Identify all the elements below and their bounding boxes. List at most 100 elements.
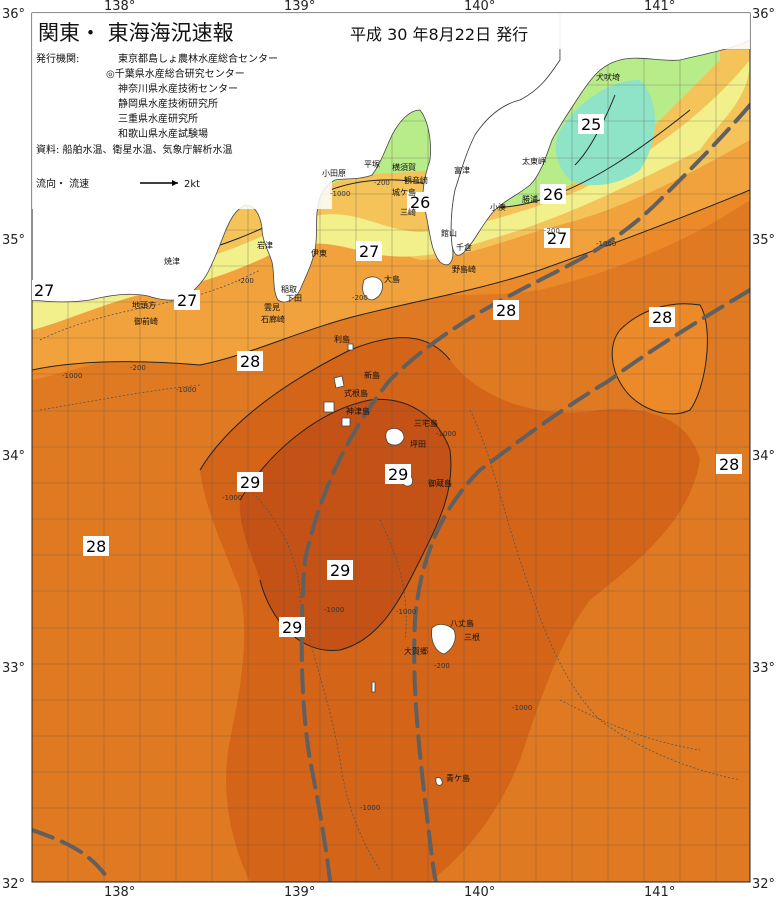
place-inatori: 稲取	[281, 284, 297, 294]
isotherm-label-28-far-east: 28	[719, 455, 739, 474]
depth-label-10: -1000	[176, 386, 196, 394]
lon-tick-138: 138°	[104, 0, 135, 14]
issuer-line-1: 東京都島しょ農林水産総合センター	[118, 52, 278, 65]
lat-tick-32: 32°	[2, 877, 25, 892]
place-kannonzaki: 観音崎	[404, 175, 428, 185]
place-toshima: 利島	[334, 334, 350, 344]
issuer-box	[32, 49, 332, 209]
lat-tick-36-right: 36°	[752, 7, 775, 22]
depth-label-4: -200	[352, 294, 368, 302]
place-katsuura: 勝浦	[522, 194, 538, 204]
isotherm-label-25: 25	[581, 115, 601, 134]
place-jitogata: 地頭方	[132, 300, 156, 310]
depth-label-11: -1000	[436, 430, 456, 438]
lat-tick-34-right: 34°	[752, 449, 775, 464]
place-shimoda: 下田	[286, 294, 302, 303]
isotherm-label-27-west: 27	[34, 281, 54, 300]
place-odawara: 小田原	[322, 169, 346, 178]
isotherm-label-27-sagami: 27	[359, 242, 379, 261]
lon-tick-140: 140°	[464, 0, 495, 14]
place-irozaki: 石廊崎	[261, 314, 285, 324]
place-okago: 大賀郷	[404, 646, 428, 656]
depth-label-9: -1000	[62, 372, 82, 380]
lat-tick-35-right: 35°	[752, 233, 775, 248]
lon-tick-139-bottom: 139°	[284, 885, 315, 900]
depth-label-16: -1000	[360, 804, 380, 812]
sea-29-core-band	[239, 399, 451, 651]
isotherm-label-28-north: 28	[496, 301, 516, 320]
lon-tick-138-bottom: 138°	[104, 885, 135, 900]
place-futtsu: 富津	[454, 165, 470, 175]
depth-label-7: -1000	[330, 190, 350, 198]
place-taitomisaki: 太東岬	[522, 156, 546, 166]
depth-label-8: -1000	[596, 240, 616, 248]
depth-label-12: -1000	[222, 494, 242, 502]
isotherm-label-26-east: 26	[543, 185, 563, 204]
place-labels: 犬吠埼 太東岬 勝浦 小湊 千倉 館山 野島崎 富津 観音崎 城ケ島 三崎 横須…	[132, 72, 620, 783]
issue-date: 平成 30 年8月22日 発行	[350, 25, 528, 44]
place-misaki: 三崎	[400, 207, 416, 217]
header-box	[32, 13, 750, 49]
depth-label-13: -1000	[324, 606, 344, 614]
kuroshio-current-axis	[32, 103, 750, 882]
isotherm-label-28-west: 28	[240, 352, 260, 371]
place-yaizu: 焼津	[164, 256, 180, 266]
place-omaezaki: 御前崎	[134, 316, 158, 326]
place-inubosaki: 犬吠埼	[596, 72, 620, 82]
current-legend-speed: 2kt	[184, 179, 200, 190]
niijima-island	[333, 375, 345, 389]
lat-tick-33: 33°	[2, 661, 25, 676]
isotherm-label-27-boso: 27	[547, 229, 567, 248]
lat-tick-32-right: 32°	[752, 877, 775, 892]
isotherm-label-29-southwest: 29	[282, 618, 302, 637]
depth-labels: -200 -200 -200 -200 -200 -200 -1000 -100…	[62, 179, 616, 812]
place-tsubota: 坪田	[410, 440, 426, 449]
place-tateyama: 館山	[441, 228, 457, 238]
lon-tick-139: 139°	[284, 0, 315, 14]
depth-label-2: -200	[544, 227, 560, 235]
isotherm-label-28-east: 28	[652, 308, 672, 327]
depth-label-1: -200	[374, 179, 390, 187]
lat-tick-36: 36°	[2, 7, 25, 22]
place-yokosuka: 横須賀	[392, 162, 416, 172]
place-kozushima: 神津島	[346, 406, 370, 416]
place-mitsune: 三根	[464, 632, 480, 642]
data-sources: 資料: 船舶水温、衛星水温、気象庁解析水温	[36, 143, 233, 156]
aogashima-island	[435, 777, 443, 786]
place-ito: 伊東	[311, 248, 327, 258]
issuer-label: 発行機関:	[36, 52, 79, 65]
isotherm-label-26-west: 26	[410, 193, 430, 212]
isotherm-label-29-west: 29	[240, 473, 260, 492]
issuer-line-4: 静岡県水産技術研究所	[118, 97, 218, 110]
current-legend-label: 流向・ 流速	[36, 177, 89, 190]
toshima-island	[347, 343, 354, 351]
depth-label-3: -200	[238, 277, 254, 285]
lat-tick-34: 34°	[2, 449, 25, 464]
depth-label-15: -1000	[512, 704, 532, 712]
place-kumomi: 雲見	[264, 303, 280, 312]
place-iwazu: 岩津	[257, 240, 273, 250]
place-aogashima: 青ケ島	[446, 773, 470, 783]
lat-tick-35: 35°	[2, 233, 25, 248]
current-legend-arrowhead	[172, 180, 178, 186]
lon-tick-140-bottom: 140°	[464, 885, 495, 900]
place-hiratsuka: 平塚	[364, 160, 380, 169]
depth-label-14: -1000	[396, 608, 416, 616]
issuer-line-3: 神奈川県水産技術センター	[118, 82, 238, 95]
isotherm-label-29-south: 29	[330, 561, 350, 580]
place-miyakejima: 三宅島	[414, 418, 438, 428]
lat-tick-33-right: 33°	[752, 661, 775, 676]
place-chikura: 千倉	[456, 242, 472, 252]
isotherm-label-27-suruga: 27	[177, 291, 197, 310]
isotherm-label-29-mikura: 29	[388, 465, 408, 484]
place-hachijojima: 八丈島	[450, 618, 474, 628]
place-shikinejima: 式根島	[344, 388, 368, 398]
place-jogashima: 城ケ島	[392, 187, 416, 197]
isotherm-label-28-southwest: 28	[86, 537, 106, 556]
lon-tick-141-bottom: 141°	[644, 885, 675, 900]
place-niijima: 新島	[364, 370, 380, 380]
depth-label-5: -200	[130, 364, 146, 372]
shikinejima-island	[323, 401, 335, 413]
issuer-line-6: 和歌山県水産試験場	[118, 127, 208, 140]
depth-label-6: -200	[434, 662, 450, 670]
